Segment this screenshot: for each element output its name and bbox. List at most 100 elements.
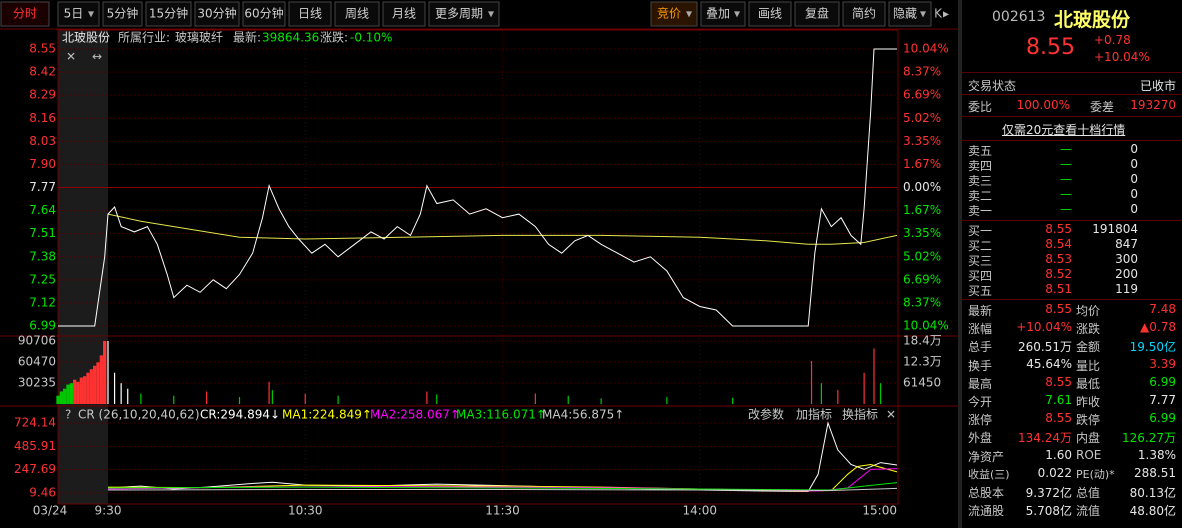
volume-bar <box>89 369 93 404</box>
info-industry: 玻璃玻纤 <box>175 31 223 45</box>
status-label: 交易状态 <box>968 79 1017 93</box>
stat-label: 涨跌 <box>1076 322 1101 337</box>
indicator-line <box>107 482 898 491</box>
volume-bar <box>810 360 813 404</box>
expand-icon[interactable]: ▸ <box>943 7 949 21</box>
stat-value: 3.39 <box>1149 356 1176 371</box>
splitter[interactable] <box>958 0 962 528</box>
indicator-button[interactable]: 换指标 <box>842 407 878 422</box>
volume-bar <box>140 393 142 404</box>
y2-tick-label: 18.4万 <box>903 334 942 348</box>
indicator-legend: MA3:116.071↑ <box>456 408 546 422</box>
y-tick-label: 90706 <box>18 334 56 348</box>
toolbar-button[interactable] <box>428 1 500 27</box>
toolbar-button[interactable] <box>102 1 143 27</box>
book-label: 卖二 <box>968 189 993 203</box>
dropdown-arrow: ▾ <box>488 7 494 21</box>
stat-value: 19.50亿 <box>1129 340 1176 355</box>
promo-link[interactable]: 仅需20元查看十档行情 <box>1002 123 1126 137</box>
close-button[interactable]: ✕ <box>66 50 76 64</box>
book-price: 8.55 <box>1045 222 1072 236</box>
stat-label: 量比 <box>1076 358 1101 373</box>
toolbar-button[interactable] <box>0 1 50 27</box>
toolbar-button[interactable] <box>145 1 192 27</box>
book-label: 买四 <box>968 269 993 283</box>
stat-label: 涨幅 <box>968 322 993 337</box>
close-indicator[interactable]: ✕ <box>886 408 896 422</box>
toolbar-button[interactable] <box>334 1 380 27</box>
stat-value: 48.80亿 <box>1129 504 1176 519</box>
pct-tick-label: 6.69% <box>903 88 941 102</box>
toolbar-button[interactable] <box>700 1 746 27</box>
order-ratio: 193270 <box>1130 98 1176 112</box>
volume-bar <box>66 384 70 404</box>
book-volume: 300 <box>1115 252 1138 266</box>
volume-bar <box>63 388 67 404</box>
y2-tick-label: 12.3万 <box>903 355 942 369</box>
y-tick-label: 8.16 <box>29 111 56 125</box>
toolbar-button[interactable] <box>888 1 932 27</box>
last-price: 8.55 <box>1026 35 1075 60</box>
book-label: 卖五 <box>968 144 993 158</box>
resize-icon[interactable]: ↔ <box>92 50 102 64</box>
y-tick-label: 7.51 <box>29 226 56 240</box>
toolbar-label: 叠加 <box>706 7 730 21</box>
stat-value: 7.77 <box>1149 393 1176 407</box>
book-volume: 847 <box>1115 237 1138 251</box>
help-icon[interactable]: ? <box>65 408 71 422</box>
x-tick-label: 03/24 <box>33 504 68 518</box>
toolbar-button[interactable] <box>748 1 792 27</box>
y-tick-label: 30235 <box>18 376 56 390</box>
chart-area: ✕ ↔ ? ✕ ▸ K 分时 5日 ▾ 5分钟 15分钟 30分钟 60分钟 日线 周线 月线 更多… <box>0 1 958 518</box>
volume-bar <box>127 388 129 404</box>
toolbar-label: 画线 <box>758 7 782 21</box>
k-icon[interactable]: K <box>934 7 943 21</box>
volume-bar <box>271 390 273 404</box>
y-tick-label: 7.77 <box>29 180 56 194</box>
y2-tick-label: 61450 <box>903 376 941 390</box>
book-volume: 119 <box>1115 282 1138 296</box>
volume-bar <box>206 391 208 404</box>
toolbar-button[interactable] <box>794 1 840 27</box>
stat-label: 总值 <box>1076 486 1101 500</box>
toolbar-button[interactable] <box>842 1 886 27</box>
plot-border <box>57 29 899 505</box>
pct-tick-label: 10.04% <box>903 319 949 333</box>
dropdown-arrow: ▾ <box>686 7 692 21</box>
toolbar-button[interactable] <box>382 1 426 27</box>
stat-value: 1.38% <box>1137 447 1176 462</box>
y-tick-label: 8.03 <box>29 134 56 148</box>
volume-bar <box>103 341 107 404</box>
toolbar-label: 复盘 <box>805 6 829 21</box>
toolbar-button[interactable] <box>242 1 286 27</box>
stat-value: 45.64% <box>1026 356 1072 371</box>
x-tick-label: 10:30 <box>288 504 323 518</box>
book-volume: 0 <box>1130 187 1138 201</box>
book-label: 卖三 <box>968 174 993 188</box>
y-tick-label: 9.46 <box>29 486 56 500</box>
book-price: 8.54 <box>1045 237 1072 251</box>
stat-label: 金额 <box>1076 340 1101 355</box>
stock-code: 002613 <box>992 9 1046 25</box>
stat-label: 流值 <box>1076 504 1101 519</box>
volume-bar <box>820 383 822 404</box>
toolbar-button[interactable] <box>288 1 332 27</box>
pct-tick-label: 8.37% <box>903 295 941 309</box>
indicator-legend: CR:294.894↓ <box>200 408 280 422</box>
order-ratio: 委差 <box>1090 100 1115 114</box>
indicator-line <box>107 487 898 492</box>
book-price: — <box>1060 202 1072 216</box>
toolbar-button[interactable] <box>57 1 100 27</box>
toolbar-button[interactable] <box>650 1 698 27</box>
book-volume: 0 <box>1130 172 1138 186</box>
volume-bar <box>436 394 438 404</box>
stat-label: 流通股 <box>968 504 1005 519</box>
volume-bar <box>873 348 875 404</box>
book-volume: 191804 <box>1092 222 1138 236</box>
indicator-button[interactable]: 改参数 <box>748 407 784 422</box>
indicator-button[interactable]: 加指标 <box>796 407 832 422</box>
toolbar-button[interactable] <box>194 1 240 27</box>
stat-label: ROE <box>1076 447 1102 462</box>
toolbar-label: 更多周期 <box>435 7 483 21</box>
